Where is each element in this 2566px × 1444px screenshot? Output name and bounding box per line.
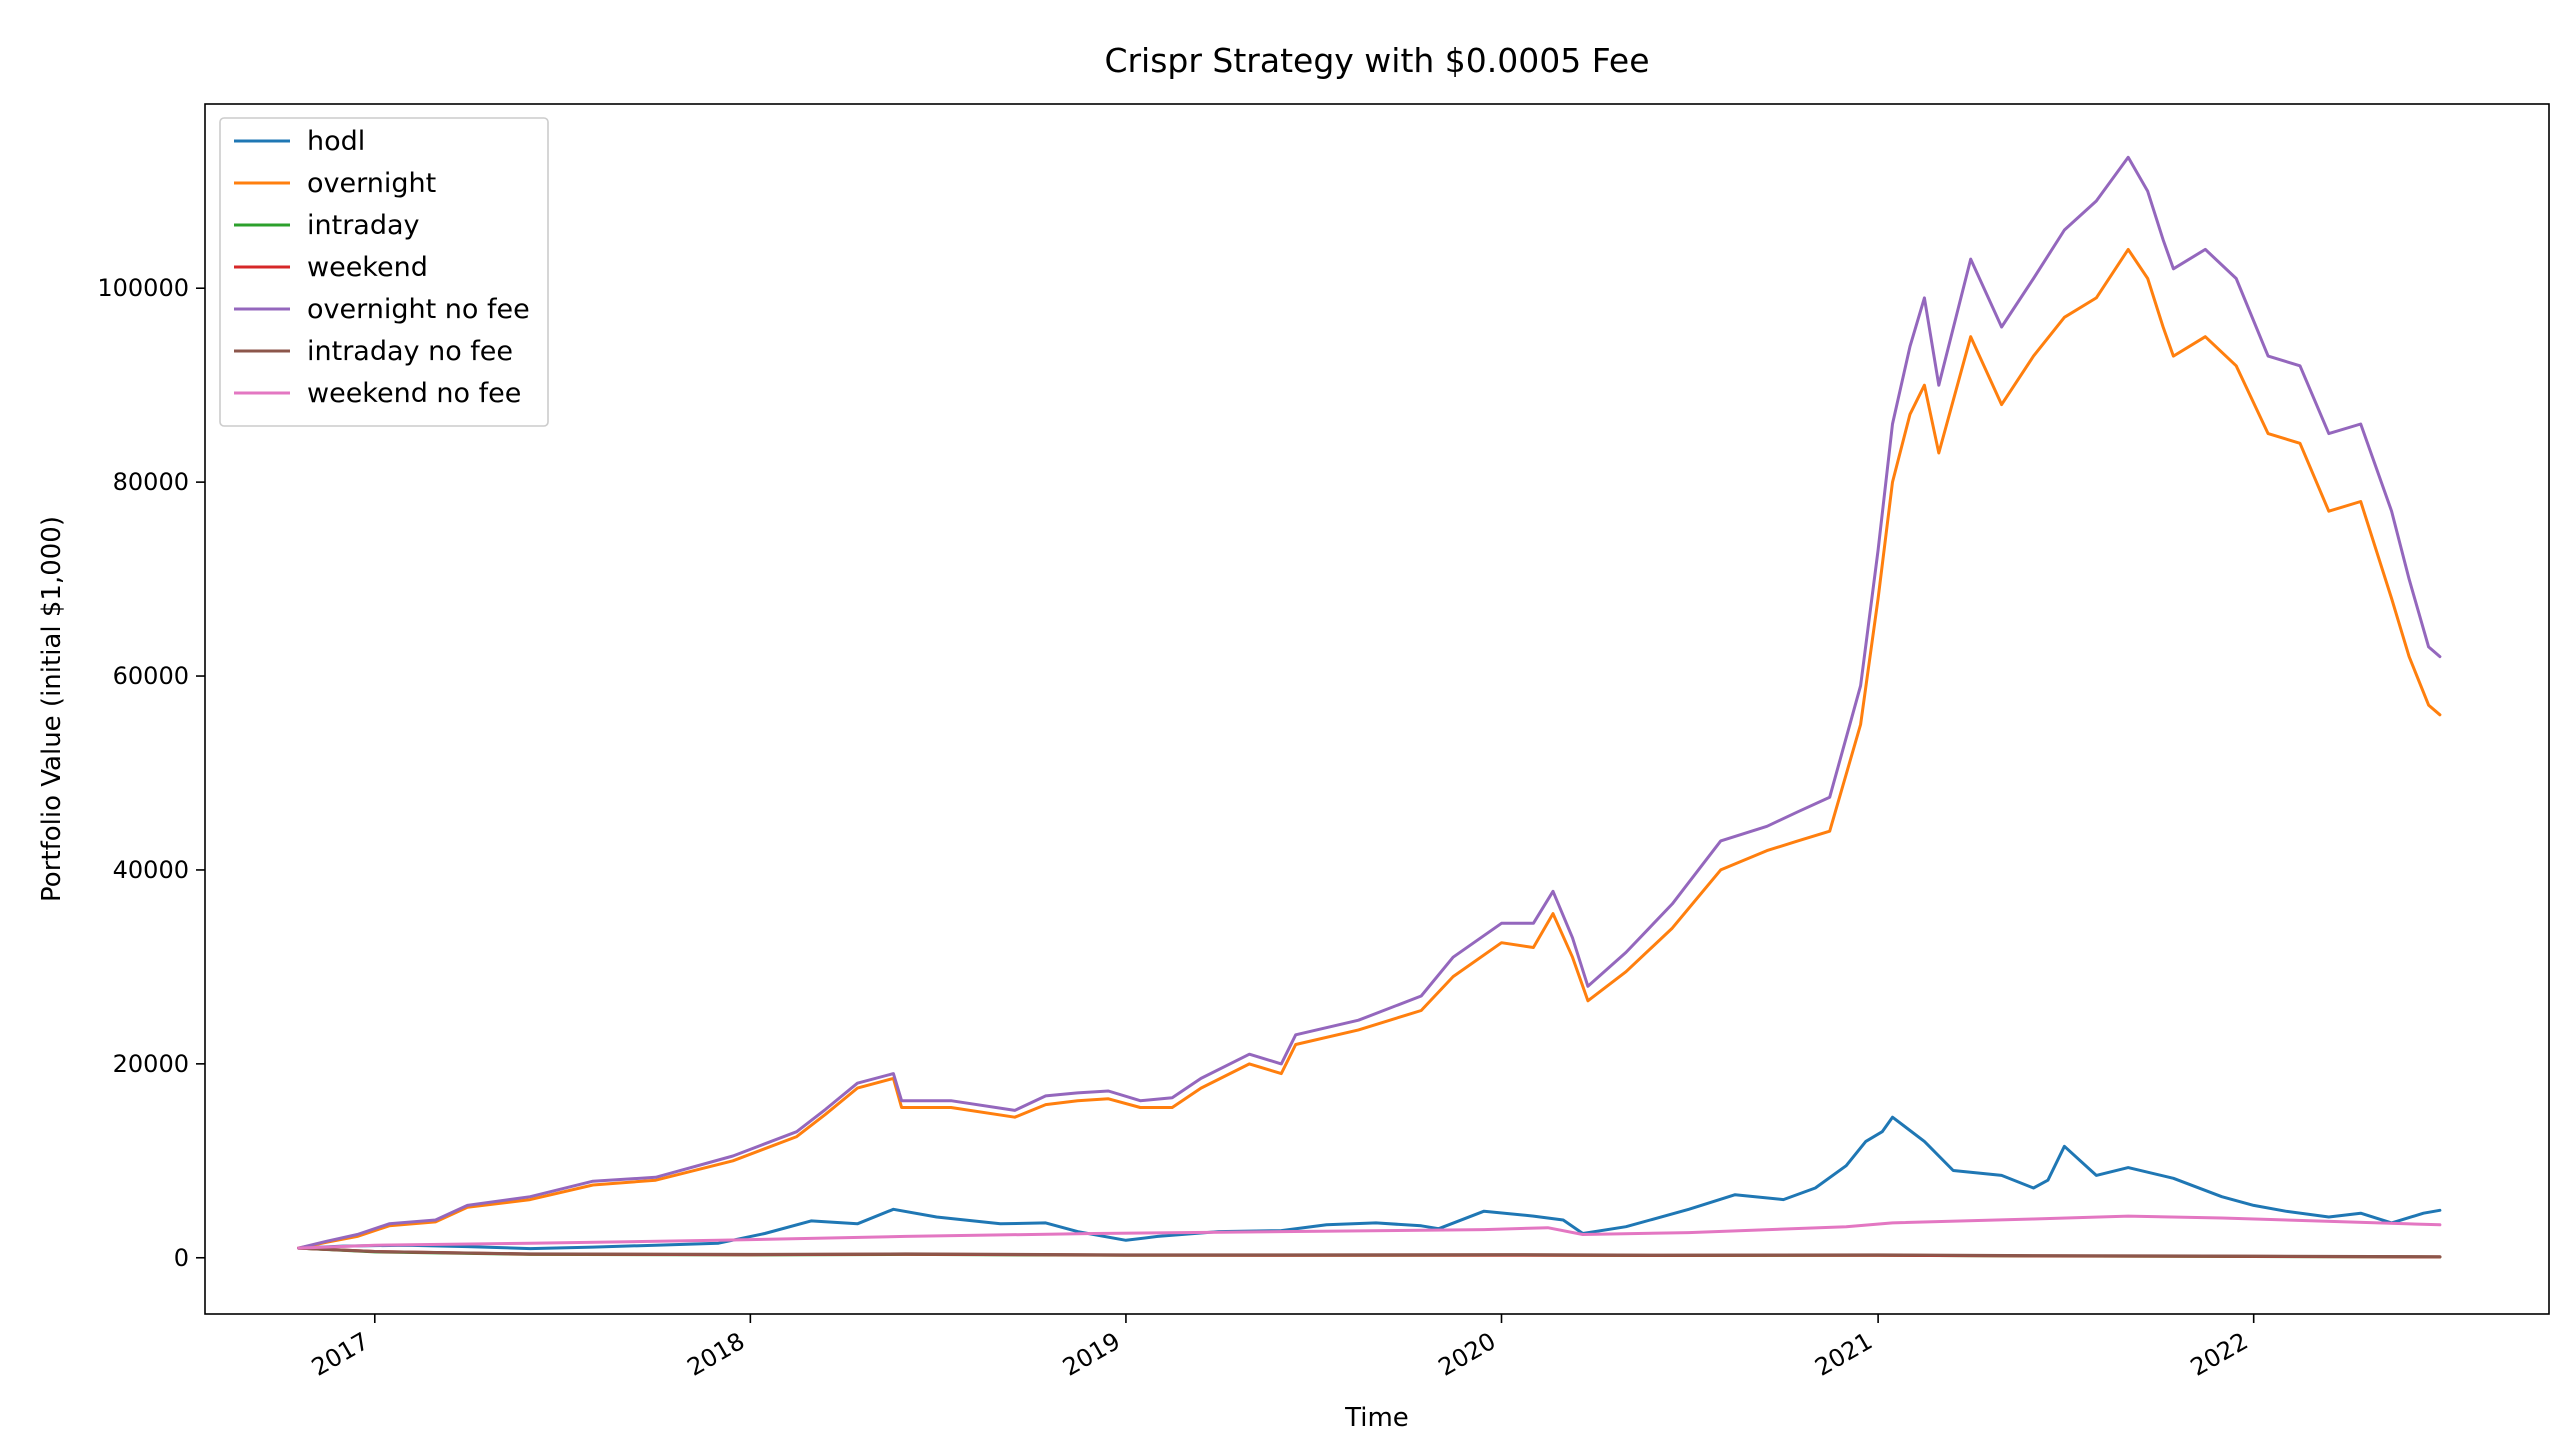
series-line-intraday-no-fee bbox=[297, 1246, 2442, 1259]
legend-label: hodl bbox=[307, 126, 365, 157]
y-tick-label: 40000 bbox=[113, 856, 189, 884]
y-tick-label: 100000 bbox=[97, 274, 189, 302]
legend: hodl overnight intraday weekend overnight no… bbox=[219, 117, 549, 427]
y-tick-label: 60000 bbox=[113, 662, 189, 690]
series-line-overnight bbox=[297, 247, 2442, 1250]
series-line-hodl bbox=[297, 1115, 2442, 1251]
series-line-weekend-no-fee bbox=[297, 1214, 2442, 1250]
y-axis-ticks: 0 20000 40000 60000 80000 100000 bbox=[97, 274, 205, 1272]
y-axis-title: Portfolio Value (initial $1,000) bbox=[37, 516, 67, 902]
legend-label: weekend no fee bbox=[307, 378, 521, 409]
series-line-overnight-no-fee bbox=[297, 155, 2442, 1250]
legend-box bbox=[219, 117, 549, 427]
x-axis-title: Time bbox=[1344, 1403, 1409, 1433]
legend-label: intraday bbox=[307, 210, 420, 241]
legend-label: overnight bbox=[307, 168, 436, 199]
y-tick-label: 20000 bbox=[113, 1050, 189, 1078]
y-tick-label: 80000 bbox=[113, 468, 189, 496]
legend-label: intraday no fee bbox=[307, 336, 513, 367]
y-tick-label: 0 bbox=[174, 1244, 189, 1272]
plot-frame bbox=[204, 103, 2550, 1315]
legend-label: overnight no fee bbox=[307, 294, 530, 325]
chart-title: Crispr Strategy with $0.0005 Fee bbox=[1104, 41, 1649, 80]
plot-lines bbox=[297, 155, 2442, 1259]
legend-label: weekend bbox=[307, 252, 428, 283]
